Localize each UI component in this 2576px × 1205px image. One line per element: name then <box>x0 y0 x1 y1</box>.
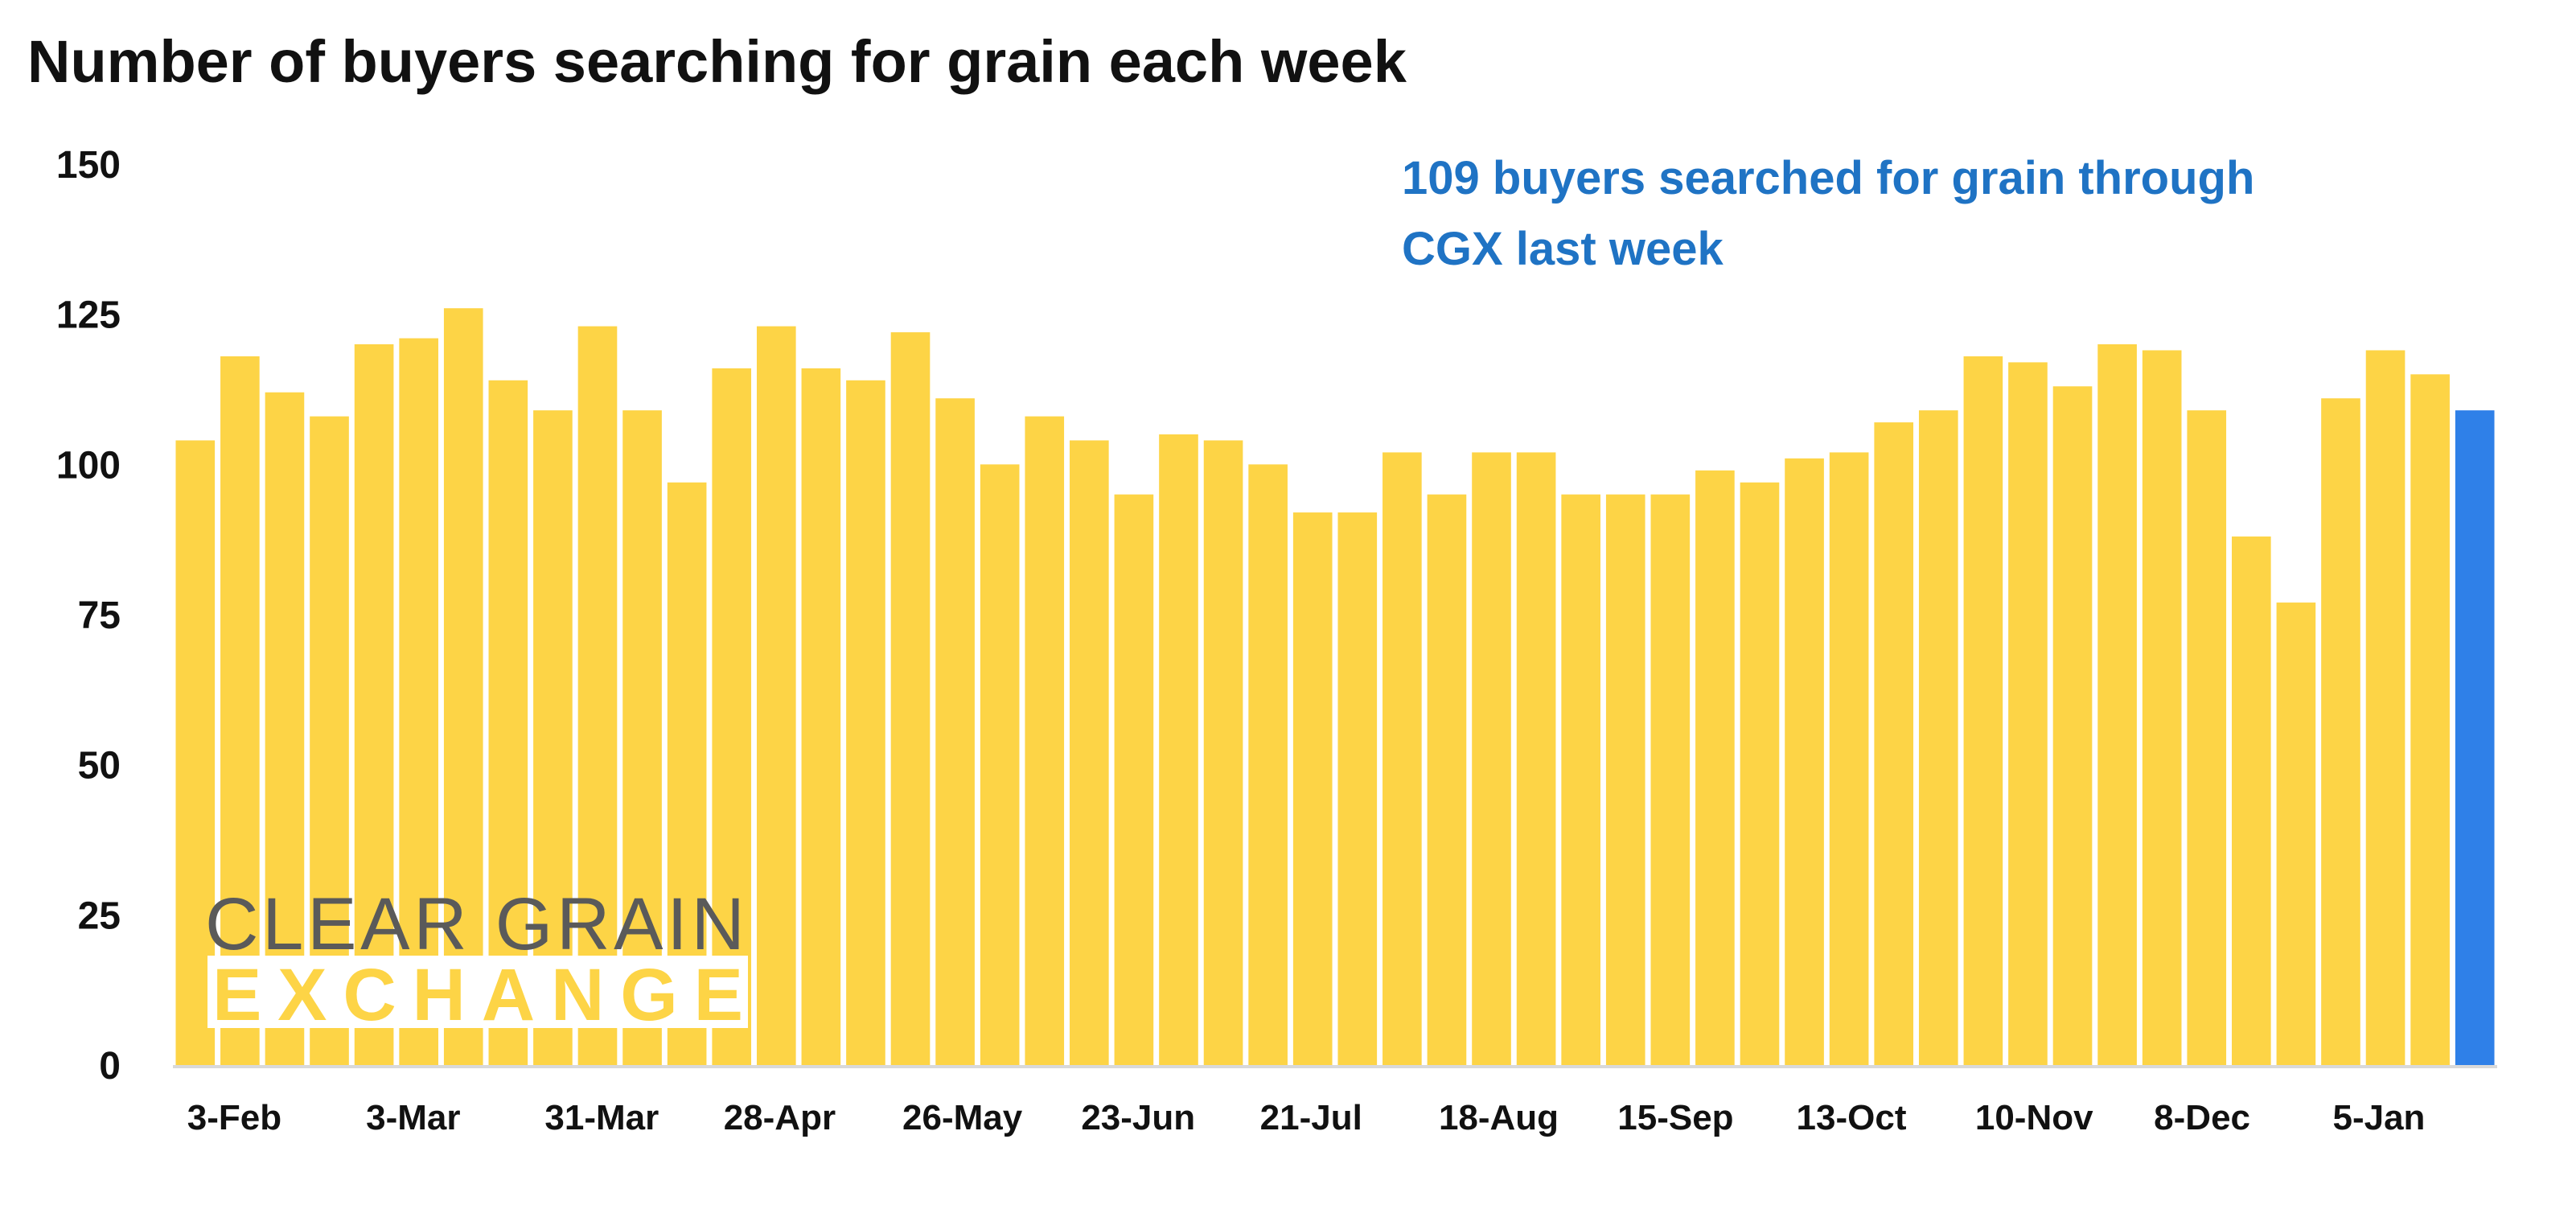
bar <box>1695 470 1735 1065</box>
bar <box>1159 434 1198 1065</box>
bar <box>2097 344 2137 1065</box>
y-tick-label: 125 <box>56 294 121 337</box>
bar <box>1248 464 1288 1065</box>
bar <box>2187 410 2227 1066</box>
y-tick-label: 75 <box>78 594 121 637</box>
bar <box>1203 440 1243 1065</box>
bar <box>265 392 305 1065</box>
bar <box>2455 410 2495 1066</box>
bar <box>1918 410 1958 1066</box>
x-tick-label: 26-May <box>902 1098 1023 1137</box>
bar <box>1382 452 1422 1065</box>
annotation-line-1: 109 buyers searched for grain through <box>1402 152 2255 204</box>
bar <box>1874 422 1914 1065</box>
bar <box>980 464 1020 1065</box>
bar <box>1740 482 1780 1065</box>
x-tick-label: 18-Aug <box>1439 1098 1559 1137</box>
bar <box>399 338 438 1065</box>
bar <box>2008 362 2048 1065</box>
bar <box>2232 536 2271 1065</box>
bar <box>846 380 885 1065</box>
bar <box>712 368 752 1065</box>
x-tick-label: 13-Oct <box>1797 1098 1907 1137</box>
bar <box>2365 350 2405 1065</box>
bar <box>2052 386 2093 1065</box>
bar <box>1561 494 1600 1065</box>
y-tick-label: 0 <box>99 1045 121 1088</box>
y-tick-label: 100 <box>56 444 121 487</box>
bar <box>2142 350 2182 1065</box>
bar <box>354 344 394 1065</box>
logo-line-1: CLEAR GRAIN <box>205 883 748 965</box>
x-tick-label: 8-Dec <box>2154 1098 2250 1137</box>
x-tick-label: 3-Mar <box>366 1098 460 1137</box>
chart-title: Number of buyers searching for grain eac… <box>27 28 1407 95</box>
bar <box>890 332 931 1066</box>
bar <box>1785 458 1824 1065</box>
bar <box>2276 602 2316 1065</box>
bar <box>1114 494 1154 1065</box>
bar <box>1650 494 1691 1065</box>
bar <box>1516 452 1556 1065</box>
bar <box>801 368 841 1065</box>
bar <box>2410 374 2450 1065</box>
bar <box>1337 512 1378 1065</box>
bar <box>1292 512 1333 1065</box>
bar <box>488 380 528 1065</box>
bar <box>1963 356 2003 1065</box>
y-tick-label: 25 <box>78 894 121 937</box>
x-tick-label: 10-Nov <box>1975 1098 2093 1137</box>
bar <box>2321 398 2360 1065</box>
y-tick-label: 150 <box>56 144 121 187</box>
y-tick-label: 50 <box>78 745 121 788</box>
bar <box>1605 494 1645 1065</box>
logo-band <box>207 956 748 1028</box>
x-tick-label: 31-Mar <box>544 1098 659 1137</box>
x-tick-label: 3-Feb <box>187 1098 281 1137</box>
x-tick-label: 21-Jul <box>1260 1098 1362 1137</box>
bar <box>443 308 483 1065</box>
bar <box>1829 452 1869 1065</box>
bar <box>1427 494 1467 1065</box>
bar <box>1025 416 1065 1065</box>
x-tick-label: 5-Jan <box>2332 1098 2425 1137</box>
x-tick-label: 15-Sep <box>1617 1098 1733 1137</box>
bar <box>1472 452 1511 1065</box>
annotation-line-2: CGX last week <box>1402 223 1723 275</box>
bar <box>756 326 796 1066</box>
bar <box>220 356 260 1065</box>
x-tick-label: 28-Apr <box>724 1098 836 1137</box>
chart-annotation: 109 buyers searched for grain through CG… <box>1402 143 2254 285</box>
bar <box>577 326 618 1066</box>
bar <box>935 398 975 1065</box>
bar <box>1070 440 1109 1065</box>
x-tick-label: 23-Jun <box>1081 1098 1195 1137</box>
